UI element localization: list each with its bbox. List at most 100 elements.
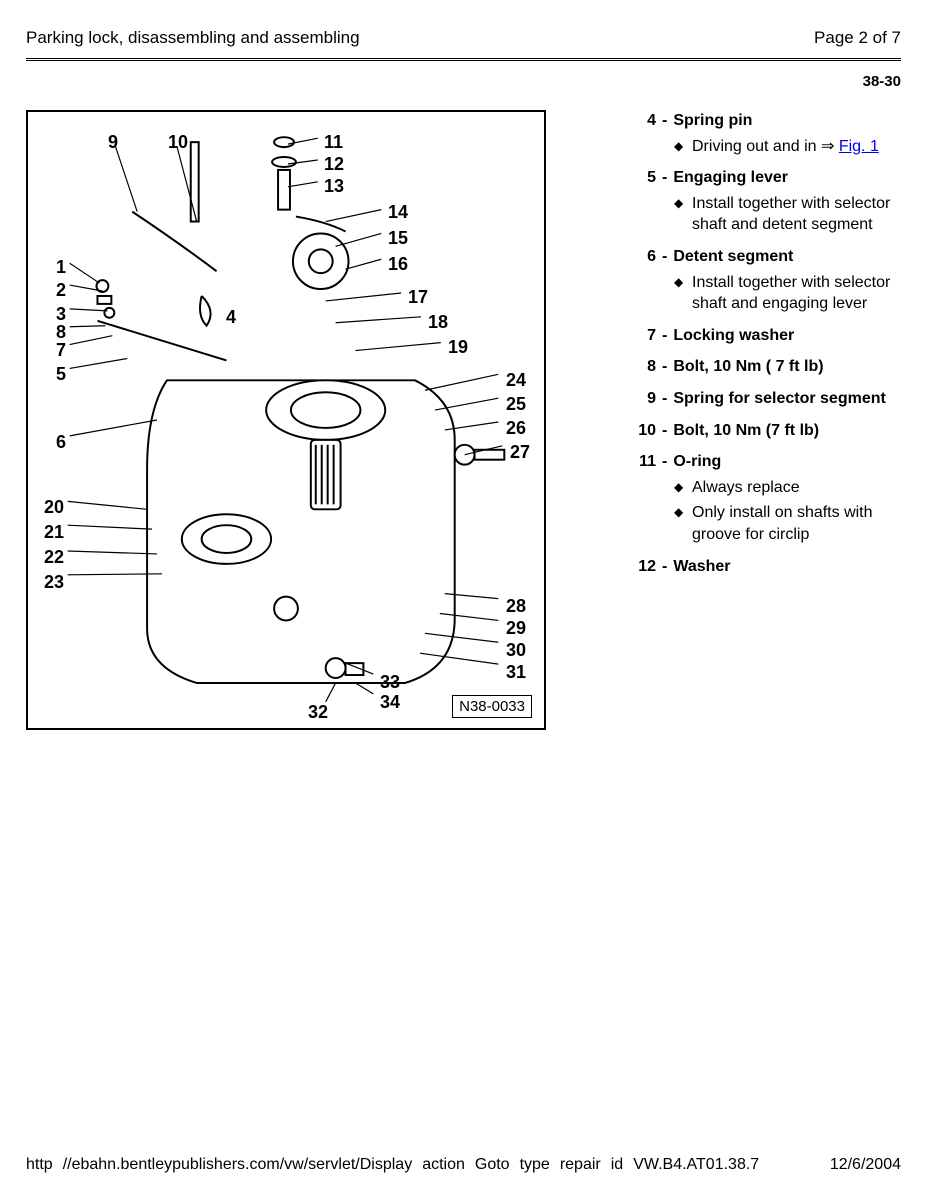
part-bullet: Install together with selector shaft and… <box>674 193 901 236</box>
callout-27: 27 <box>510 442 530 463</box>
callout-6: 6 <box>56 432 66 453</box>
callout-16: 16 <box>388 254 408 275</box>
dash: - <box>662 246 667 268</box>
callout-29: 29 <box>506 618 526 639</box>
dash: - <box>662 451 667 473</box>
part-number: 6 <box>626 246 656 268</box>
bullet-text: Install together with selector shaft and… <box>692 195 890 234</box>
url-token: type <box>520 1156 550 1173</box>
callout-23: 23 <box>44 572 64 593</box>
part-name: O-ring <box>673 451 721 473</box>
callout-4: 4 <box>226 307 236 328</box>
part-head: 6-Detent segment <box>626 246 901 268</box>
part-name: Locking washer <box>673 325 794 347</box>
callout-2: 2 <box>56 280 66 301</box>
part-head: 4-Spring pin <box>626 110 901 132</box>
callout-18: 18 <box>428 312 448 333</box>
part-bullet: Always replace <box>674 477 901 499</box>
part-name: Spring pin <box>673 110 752 132</box>
part-number: 7 <box>626 325 656 347</box>
dash: - <box>662 420 667 442</box>
parts-list: 4-Spring pinDriving out and in ⇒ Fig. 15… <box>626 110 901 730</box>
part-number: 5 <box>626 167 656 189</box>
callout-13: 13 <box>324 176 344 197</box>
page-number: Page 2 of 7 <box>814 28 901 48</box>
page-header: Parking lock, disassembling and assembli… <box>26 28 901 61</box>
part-item-11: 11-O-ring Always replace Only install on s… <box>626 451 901 545</box>
callout-24: 24 <box>506 370 526 391</box>
part-name: Detent segment <box>673 246 793 268</box>
callout-28: 28 <box>506 596 526 617</box>
bullet-text: Always replace <box>692 479 800 496</box>
part-item-5: 5-Engaging lever Install together with se… <box>626 167 901 236</box>
part-number: 8 <box>626 356 656 378</box>
callout-7: 7 <box>56 340 66 361</box>
diagram-svg <box>28 112 544 728</box>
figure-id-label: N38-0033 <box>452 695 532 718</box>
part-bullet: Only install on shafts with groove for c… <box>674 502 901 545</box>
page-title: Parking lock, disassembling and assembli… <box>26 28 360 48</box>
part-bullets: Install together with selector shaft and… <box>626 272 901 315</box>
dash: - <box>662 356 667 378</box>
bullet-text: Only install on shafts with groove for c… <box>692 504 873 543</box>
callout-15: 15 <box>388 228 408 249</box>
part-head: 5-Engaging lever <box>626 167 901 189</box>
part-item-12: 12-Washer <box>626 556 901 578</box>
callout-22: 22 <box>44 547 64 568</box>
bullet-text: Driving out and in <box>692 138 821 155</box>
arrow-icon: ⇒ <box>821 138 839 155</box>
part-number: 11 <box>626 451 656 473</box>
part-item-8: 8-Bolt, 10 Nm ( 7 ft lb) <box>626 356 901 378</box>
part-number: 12 <box>626 556 656 578</box>
callout-26: 26 <box>506 418 526 439</box>
part-head: 7-Locking washer <box>626 325 901 347</box>
footer-url: http//ebahn.bentleypublishers.com/vw/ser… <box>26 1156 763 1174</box>
part-head: 11-O-ring <box>626 451 901 473</box>
part-head: 9-Spring for selector segment <box>626 388 901 410</box>
dash: - <box>662 167 667 189</box>
footer-date: 12/6/2004 <box>830 1156 901 1174</box>
part-bullets: Driving out and in ⇒ Fig. 1 <box>626 136 901 158</box>
part-head: 8-Bolt, 10 Nm ( 7 ft lb) <box>626 356 901 378</box>
section-number: 38-30 <box>26 73 901 90</box>
callout-19: 19 <box>448 337 468 358</box>
dash: - <box>662 556 667 578</box>
part-name: Bolt, 10 Nm (7 ft lb) <box>673 420 819 442</box>
page-footer: http//ebahn.bentleypublishers.com/vw/ser… <box>26 1156 901 1174</box>
part-name: Washer <box>673 556 730 578</box>
part-head: 12-Washer <box>626 556 901 578</box>
callout-31: 31 <box>506 662 526 683</box>
part-bullet: Install together with selector shaft and… <box>674 272 901 315</box>
part-item-6: 6-Detent segment Install together with se… <box>626 246 901 315</box>
part-number: 10 <box>626 420 656 442</box>
dash: - <box>662 325 667 347</box>
callout-21: 21 <box>44 522 64 543</box>
callout-9: 9 <box>108 132 118 153</box>
part-name: Bolt, 10 Nm ( 7 ft lb) <box>673 356 823 378</box>
part-name: Engaging lever <box>673 167 788 189</box>
part-item-10: 10-Bolt, 10 Nm (7 ft lb) <box>626 420 901 442</box>
url-token: id <box>611 1156 623 1173</box>
part-name: Spring for selector segment <box>673 388 886 410</box>
part-head: 10-Bolt, 10 Nm (7 ft lb) <box>626 420 901 442</box>
url-token: Goto <box>475 1156 510 1173</box>
part-item-7: 7-Locking washer <box>626 325 901 347</box>
figure-link[interactable]: Fig. 1 <box>839 138 879 155</box>
callout-14: 14 <box>388 202 408 223</box>
part-bullets: Always replace Only install on shafts wit… <box>626 477 901 546</box>
callout-33: 33 <box>380 672 400 693</box>
bullet-text: Install together with selector shaft and… <box>692 274 890 313</box>
url-token: repair <box>560 1156 601 1173</box>
callout-12: 12 <box>324 154 344 175</box>
url-token: action <box>422 1156 465 1173</box>
callout-10: 10 <box>168 132 188 153</box>
callout-17: 17 <box>408 287 428 308</box>
part-item-9: 9-Spring for selector segment <box>626 388 901 410</box>
callout-11: 11 <box>324 132 343 153</box>
part-bullets: Install together with selector shaft and… <box>626 193 901 236</box>
url-token: //ebahn.bentleypublishers.com/vw/servlet… <box>63 1156 413 1173</box>
callout-32: 32 <box>308 702 328 723</box>
callout-34: 34 <box>380 692 400 713</box>
callout-25: 25 <box>506 394 526 415</box>
part-number: 4 <box>626 110 656 132</box>
